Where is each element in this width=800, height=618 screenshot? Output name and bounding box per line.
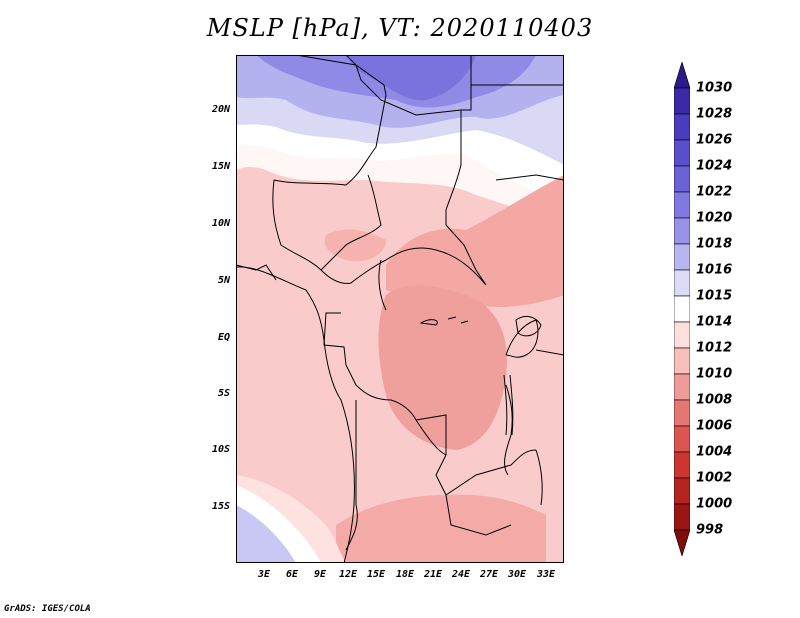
footer-credit: GrADS: IGES/COLA xyxy=(4,604,91,614)
map-title: MSLP [hPa], VT: 2020110403 xyxy=(206,14,594,42)
lon-label: 24E xyxy=(451,569,471,580)
lon-label: 18E xyxy=(395,569,415,580)
colorbar-label: 1010 xyxy=(696,366,733,382)
lat-label: 5S xyxy=(217,388,230,399)
colorbar-segment xyxy=(674,243,690,271)
colorbar-label: 1004 xyxy=(696,444,733,460)
pressure-map xyxy=(236,55,564,563)
pressure-colorbar xyxy=(674,62,690,556)
lat-label: 15S xyxy=(211,501,230,512)
lon-label: 21E xyxy=(423,569,443,580)
colorbar-segment xyxy=(674,477,690,505)
lat-label: 10S xyxy=(211,444,230,455)
coastline-west xyxy=(236,266,355,563)
colorbar-segment xyxy=(674,87,690,115)
colorbar-label: 1020 xyxy=(696,210,733,226)
colorbar-segment xyxy=(674,451,690,479)
colorbar-label: 1015 xyxy=(696,288,733,304)
colorbar-label: 1006 xyxy=(696,418,733,434)
colorbar-label: 1024 xyxy=(696,158,733,174)
lon-label: 15E xyxy=(366,569,386,580)
colorbar-segment xyxy=(674,139,690,167)
colorbar-segment xyxy=(674,191,690,219)
colorbar-segment xyxy=(674,269,690,297)
lake-tanganyika xyxy=(503,374,514,436)
colorbar-label: 1026 xyxy=(696,132,733,148)
colorbar-label: 1012 xyxy=(696,340,733,356)
lat-label: 5N xyxy=(217,275,230,286)
colorbar-segment xyxy=(674,321,690,349)
lat-label: 20N xyxy=(211,104,230,115)
lon-label: 12E xyxy=(338,569,358,580)
lake-malawi xyxy=(535,449,543,506)
colorbar-segment xyxy=(674,373,690,401)
pressure-band-1010-west xyxy=(324,229,386,262)
colorbar-label: 1018 xyxy=(696,236,733,252)
colorbar-segment xyxy=(674,165,690,193)
colorbar-segment xyxy=(674,217,690,245)
pressure-band-1022 xyxy=(346,55,476,101)
colorbar-label: 1016 xyxy=(696,262,733,278)
colorbar-segment xyxy=(674,503,690,531)
inland-lakes xyxy=(419,316,469,326)
lat-label: EQ xyxy=(217,332,230,343)
colorbar-segment xyxy=(674,425,690,453)
lake-victoria xyxy=(515,315,542,337)
colorbar-label: 1002 xyxy=(696,470,733,486)
lon-label: 3E xyxy=(257,569,271,580)
colorbar-label: 998 xyxy=(696,522,724,538)
colorbar-segment xyxy=(674,347,690,375)
map-frame xyxy=(236,55,564,563)
lon-label: 9E xyxy=(313,569,327,580)
colorbar-label: 1022 xyxy=(696,184,733,200)
colorbar-segment xyxy=(674,295,690,323)
colorbar-label: 1008 xyxy=(696,392,733,408)
colorbar-label: 1014 xyxy=(696,314,733,330)
lon-label: 27E xyxy=(479,569,499,580)
colorbar-label: 1000 xyxy=(696,496,733,512)
country-borders xyxy=(236,55,564,551)
lon-label: 6E xyxy=(285,569,299,580)
lat-label: 10N xyxy=(211,218,230,229)
colorbar-segment xyxy=(674,62,690,89)
pressure-band-1010-east xyxy=(386,175,564,307)
colorbar-segment xyxy=(674,399,690,427)
colorbar-label: 1030 xyxy=(696,80,733,96)
lat-label: 15N xyxy=(211,161,230,172)
colorbar-label: 1028 xyxy=(696,106,733,122)
pressure-band-1010-south xyxy=(336,494,546,563)
pressure-band-1016-southwest xyxy=(236,505,296,563)
pressure-band-1014-north xyxy=(236,145,564,220)
pressure-band-1010-center xyxy=(378,285,507,450)
lon-label: 33E xyxy=(536,569,556,580)
lon-label: 30E xyxy=(507,569,527,580)
colorbar-segment xyxy=(674,113,690,141)
colorbar-segment xyxy=(674,529,690,556)
